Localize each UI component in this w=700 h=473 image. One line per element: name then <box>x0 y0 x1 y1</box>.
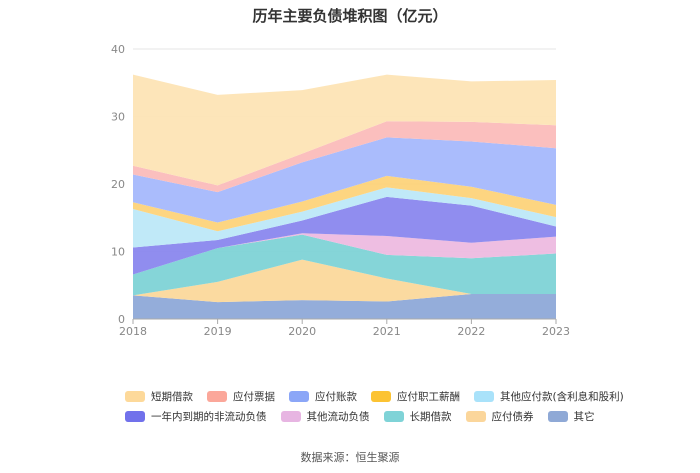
legend-item[interactable]: 一年内到期的非流动负债 <box>125 409 267 424</box>
legend-item[interactable]: 应付债券 <box>465 409 534 424</box>
area-series <box>133 74 556 186</box>
legend-item[interactable]: 其他流动负债 <box>280 409 370 424</box>
legend-swatch <box>280 411 301 422</box>
y-tick-label: 40 <box>111 43 125 56</box>
legend-label: 一年内到期的非流动负债 <box>151 411 267 423</box>
x-tick-label: 2019 <box>204 325 232 338</box>
legend-swatch <box>474 391 494 402</box>
legend-label: 应付账款 <box>315 391 357 403</box>
legend-swatch <box>207 391 227 402</box>
chart-title: 历年主要负债堆积图（亿元） <box>252 7 448 25</box>
legend-label: 长期借款 <box>409 411 452 423</box>
area-series <box>133 137 556 223</box>
y-tick-label: 10 <box>111 246 125 259</box>
legend-label: 其它 <box>573 411 595 423</box>
x-tick-label: 2018 <box>119 325 147 338</box>
area-series <box>133 187 556 248</box>
legend-item[interactable]: 长期借款 <box>383 409 452 424</box>
data-source-note: 数据来源：恒生聚源 <box>300 451 400 464</box>
x-tick-label: 2020 <box>288 325 316 338</box>
area-series <box>133 294 556 319</box>
y-tick-label: 20 <box>111 178 125 191</box>
legend-swatch <box>125 391 145 402</box>
area-series <box>133 121 556 193</box>
area-series <box>133 233 556 275</box>
legend-item[interactable]: 其它 <box>547 409 595 424</box>
legend-swatch <box>125 411 145 422</box>
legend-label: 其他流动负债 <box>306 411 370 423</box>
legend-swatch <box>547 411 568 422</box>
area-series <box>133 259 556 303</box>
area-series <box>133 175 556 232</box>
area-series <box>133 196 556 275</box>
legend-item[interactable]: 应付职工薪酬 <box>371 389 460 404</box>
y-tick-label: 30 <box>111 111 125 124</box>
legend-swatch <box>465 411 486 422</box>
area-series <box>133 234 556 296</box>
legend-label: 短期借款 <box>151 391 193 403</box>
legend-item[interactable]: 应付票据 <box>207 389 275 404</box>
legend-item[interactable]: 短期借款 <box>125 389 193 404</box>
legend-label: 其他应付款(含利息和股利) <box>500 391 624 403</box>
y-tick-label: 0 <box>118 313 125 326</box>
legend-label: 应付票据 <box>233 391 275 403</box>
legend-swatch <box>371 391 391 402</box>
x-tick-label: 2022 <box>457 325 485 338</box>
legend-label: 应付债券 <box>491 411 534 423</box>
legend-label: 应付职工薪酬 <box>397 391 460 403</box>
legend-swatch <box>383 411 404 422</box>
legend-swatch <box>289 391 309 402</box>
legend-item[interactable]: 应付账款 <box>289 389 357 404</box>
x-tick-label: 2023 <box>542 325 570 338</box>
legend-item[interactable]: 其他应付款(含利息和股利) <box>474 389 624 404</box>
x-tick-label: 2021 <box>373 325 401 338</box>
